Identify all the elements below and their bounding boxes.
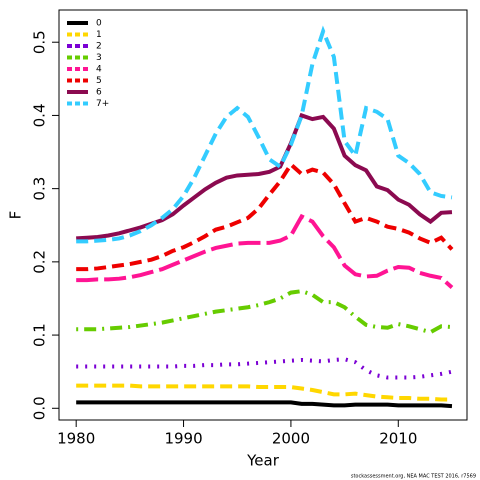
series-line [76, 400, 453, 409]
legend-label: 7+ [96, 99, 109, 109]
legend-label: 3 [96, 53, 102, 63]
y-tick-label: 0.2 [31, 250, 49, 274]
series-line [76, 289, 453, 335]
legend-label: 4 [96, 65, 102, 75]
x-tick-label: 1990 [164, 430, 202, 448]
legend-label: 5 [96, 76, 102, 86]
x-tick-label: 2010 [379, 430, 417, 448]
series-line [76, 112, 453, 241]
series-line [76, 161, 454, 272]
series-line [76, 357, 453, 380]
x-tick-label: 1980 [57, 430, 95, 448]
y-axis-label: F [7, 211, 25, 220]
y-tick-label: 0.5 [31, 30, 49, 54]
footnote: stockassessment.org, NEA MAC TEST 2016, … [351, 474, 476, 480]
series-line [76, 383, 452, 402]
x-axis-label: Year [246, 452, 280, 470]
y-tick-label: 0.0 [31, 396, 49, 420]
y-tick-label: 0.3 [31, 177, 49, 201]
legend-label: 2 [96, 42, 102, 52]
y-tick-label: 0.1 [31, 323, 49, 347]
series-line [76, 25, 453, 244]
y-tick-label: 0.4 [31, 103, 49, 127]
legend-label: 0 [96, 19, 102, 29]
x-tick-label: 2000 [272, 430, 310, 448]
plot-frame [58, 9, 468, 421]
legend-label: 6 [96, 88, 102, 98]
series-line [76, 213, 454, 289]
legend-label: 1 [96, 30, 102, 40]
